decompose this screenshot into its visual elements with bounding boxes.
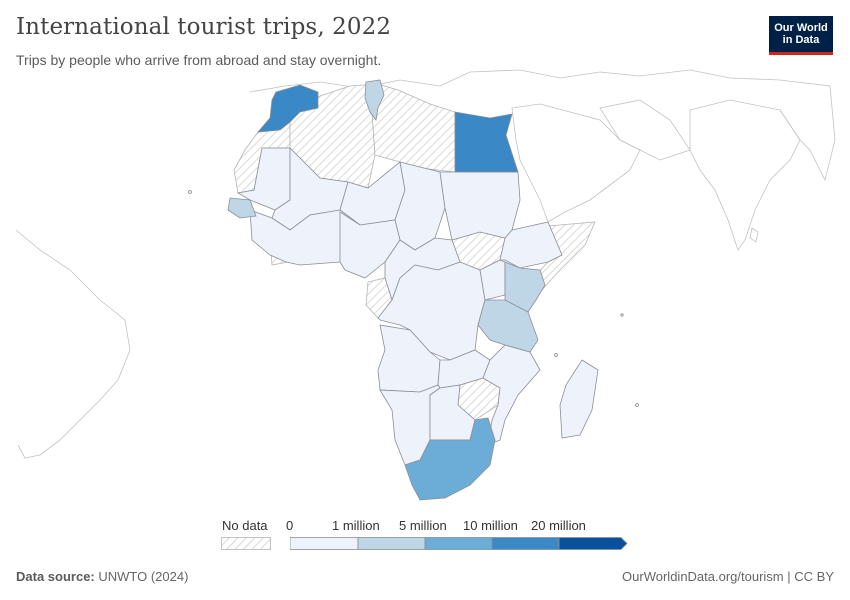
- middle-east-outline: [511, 103, 641, 223]
- context-outlines: [15, 69, 836, 459]
- island-comoros: [554, 353, 558, 357]
- legend-bin-0[interactable]: [290, 537, 359, 550]
- data-source-value: UNWTO (2024): [98, 569, 189, 584]
- country-sudan: [439, 171, 521, 241]
- legend-color-bar: [290, 537, 628, 550]
- legend-label-5m: 5 million: [399, 518, 447, 533]
- legend-label-10m: 10 million: [463, 518, 518, 533]
- chart-subtitle: Trips by people who arrive from abroad a…: [16, 52, 382, 68]
- island-mauritius: [635, 403, 639, 407]
- chart-title: International tourist trips, 2022: [16, 14, 392, 40]
- island-cape-verde: [188, 190, 192, 194]
- legend-no-data-label: No data: [222, 518, 268, 533]
- footer-separator: |: [787, 569, 795, 584]
- data-source: Data source: UNWTO (2024): [16, 569, 188, 584]
- bin-1m-5m-countries: [227, 79, 546, 353]
- country-madagascar: [559, 359, 599, 439]
- country-senegal: [227, 197, 257, 219]
- south-america-outline: [15, 229, 131, 459]
- bin-0-1m-countries: [236, 147, 599, 466]
- country-egypt: [454, 111, 519, 173]
- footer-attribution: OurWorldinData.org/tourism | CC BY: [622, 569, 834, 584]
- europe-outline: [249, 69, 731, 93]
- logo-line-1: Our World: [774, 22, 828, 34]
- legend-label-20m: 20 million: [531, 518, 586, 533]
- country-south-africa: [404, 417, 496, 501]
- legend-no-data-swatch[interactable]: [221, 537, 271, 550]
- legend-bin-20m[interactable]: [558, 537, 628, 550]
- legend-label-1m: 1 million: [332, 518, 380, 533]
- legend-bin-5m[interactable]: [424, 537, 493, 550]
- legend-bin-10m[interactable]: [491, 537, 560, 550]
- country-chad: [394, 161, 446, 251]
- data-source-label: Data source:: [16, 569, 95, 584]
- country-tanzania: [477, 299, 539, 353]
- owid-url-link[interactable]: OurWorldinData.org/tourism: [622, 569, 784, 584]
- logo-line-2: in Data: [782, 34, 820, 46]
- country-tunisia: [364, 79, 385, 121]
- legend-label-0: 0: [286, 518, 294, 533]
- bin-5m-10m-countries: [404, 417, 496, 501]
- india-outline: [689, 99, 801, 251]
- africa-map: [15, 69, 836, 501]
- sri-lanka-outline: [749, 227, 759, 243]
- island-seychelles: [620, 313, 624, 317]
- country-morocco: [257, 84, 319, 133]
- small-islands: [188, 190, 639, 407]
- owid-logo[interactable]: Our World in Data: [769, 16, 833, 55]
- color-legend: No data 0 1 million 5 million 10 million…: [0, 510, 850, 555]
- country-libya: [371, 83, 456, 173]
- legend-bin-1m[interactable]: [357, 537, 426, 550]
- iran-outline: [599, 99, 691, 161]
- bin-10m-20m-countries: [257, 84, 519, 173]
- license-link[interactable]: CC BY: [794, 569, 834, 584]
- asia-outline: [729, 77, 836, 182]
